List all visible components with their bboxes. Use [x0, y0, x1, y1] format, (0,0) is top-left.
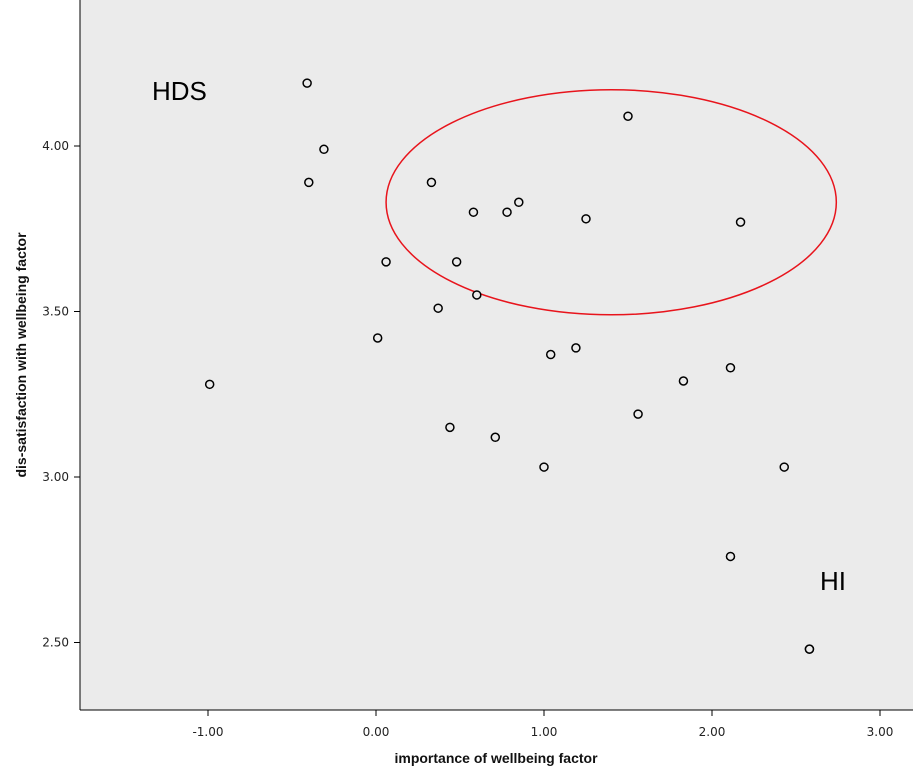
data-point [451, 257, 462, 267]
x-tick-label: 2.00 [699, 725, 726, 739]
y-tick-label: 4.00 [42, 139, 69, 153]
data-point [804, 644, 815, 654]
data-point [381, 257, 391, 267]
data-point [623, 111, 633, 121]
data-point [472, 290, 482, 300]
data-point [445, 422, 455, 433]
x-tick-label: 1.00 [531, 725, 558, 739]
y-tick-label: 2.50 [42, 636, 69, 650]
data-point [433, 303, 443, 313]
data-point [545, 349, 556, 360]
plot-background [80, 0, 913, 710]
data-point [490, 432, 501, 443]
data-point [539, 462, 549, 472]
annotation-hi: HI [820, 566, 846, 596]
y-tick-label: 3.50 [42, 305, 69, 319]
data-point [725, 363, 736, 373]
x-tick-label: 3.00 [867, 725, 894, 739]
data-point [571, 343, 581, 353]
highlight-ellipse [385, 88, 838, 316]
data-point [514, 197, 524, 208]
data-point [725, 551, 736, 562]
data-point [581, 214, 591, 224]
y-axis-title: dis-satisfaction with wellbeing factor [13, 232, 29, 478]
annotation-hds: HDS [152, 76, 207, 106]
y-tick-label: 3.00 [42, 470, 69, 484]
data-point [633, 409, 643, 419]
data-point [372, 333, 383, 343]
data-point [678, 376, 689, 386]
x-tick-label: -1.00 [192, 725, 223, 739]
data-point [735, 217, 746, 227]
data-point [468, 207, 479, 217]
data-point [779, 462, 789, 472]
x-axis-title: importance of wellbeing factor [394, 750, 598, 766]
data-point [204, 379, 215, 390]
data-point [302, 78, 312, 88]
x-tick-label: 0.00 [363, 725, 390, 739]
data-point [304, 177, 314, 188]
data-point [502, 207, 512, 217]
data-point [426, 177, 437, 188]
data-point [319, 144, 329, 155]
